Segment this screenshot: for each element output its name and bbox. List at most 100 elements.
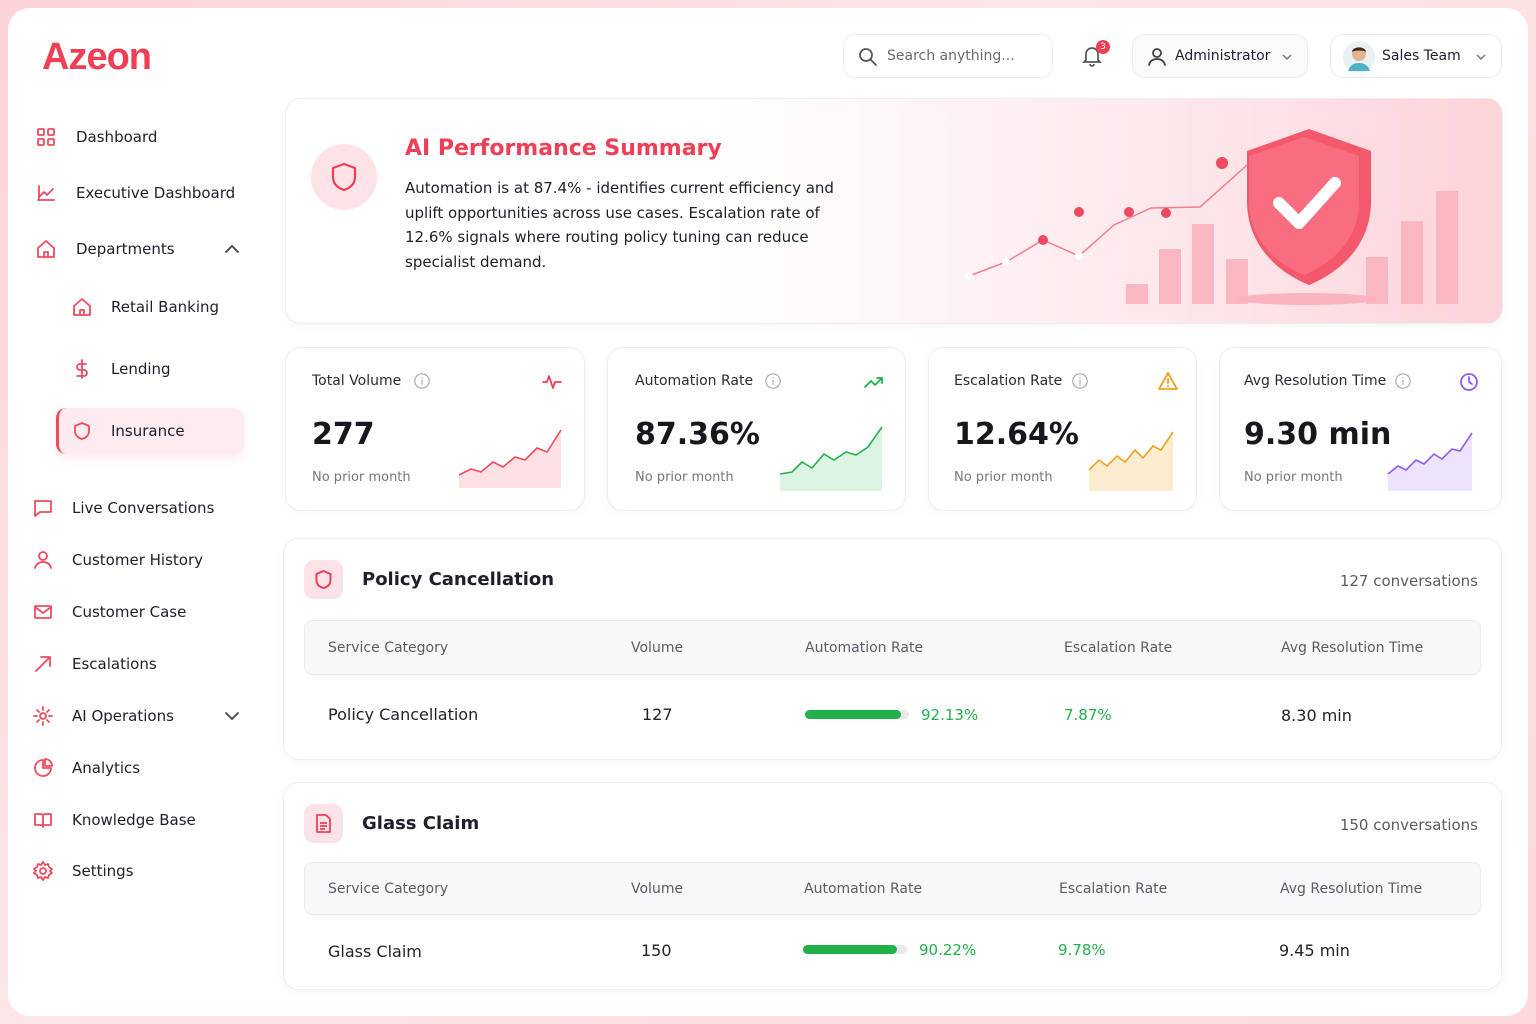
- sparkline: [1088, 431, 1174, 491]
- column-header: Avg Resolution Time: [1280, 881, 1423, 897]
- table-header: Service Category Volume Automation Rate …: [304, 862, 1481, 915]
- table-cell: 90.22%: [919, 941, 977, 959]
- kpi-value: 87.36%: [635, 417, 760, 452]
- sparkline: [1387, 432, 1473, 491]
- info-icon[interactable]: [413, 372, 431, 390]
- nav-label: Customer Case: [72, 603, 187, 621]
- category-section: Policy Cancellation 127 conversations Se…: [283, 538, 1502, 760]
- nav-label: AI Operations: [72, 707, 174, 725]
- collapse-chevron: [225, 245, 239, 253]
- nav-icon: [37, 240, 55, 258]
- conversation-count: 127 conversations: [1339, 572, 1478, 590]
- team-dropdown[interactable]: Sales Team: [1330, 34, 1502, 78]
- nav-label: Settings: [72, 862, 134, 880]
- column-header: Automation Rate: [804, 881, 923, 897]
- banner-text: Automation is at 87.4% - identifies curr…: [405, 179, 834, 272]
- role-dropdown[interactable]: Administrator: [1132, 34, 1308, 78]
- pulse-icon: [542, 375, 562, 389]
- nav-label: Analytics: [72, 759, 141, 777]
- section-icon: [304, 560, 343, 599]
- nav-icon: [35, 656, 51, 672]
- nav-label: Insurance: [111, 422, 185, 440]
- table-cell: 9.45 min: [1279, 941, 1350, 960]
- user-icon: [1148, 48, 1166, 66]
- progress-track: [803, 945, 907, 954]
- nav-label: Customer History: [72, 551, 203, 569]
- nav-label: Escalations: [72, 655, 157, 673]
- nav-icon: [76, 359, 88, 379]
- table-cell: 92.13%: [921, 706, 979, 724]
- nav-icon: [74, 422, 90, 440]
- table-cell: 127: [642, 705, 673, 724]
- kpi-note: No prior month: [954, 470, 1053, 485]
- kpi-label: Total Volume: [312, 373, 402, 389]
- nav-item[interactable]: Departments: [36, 235, 246, 263]
- column-header: Volume: [631, 640, 684, 656]
- nav-item[interactable]: AI Operations: [33, 702, 246, 730]
- kpi-note: No prior month: [312, 470, 411, 485]
- notification-bell[interactable]: [1080, 44, 1104, 68]
- active-nav-background: [56, 408, 244, 454]
- nav-label: Departments: [76, 240, 175, 258]
- summary-banner: AI Performance Summary Automation is at …: [285, 98, 1503, 324]
- search-box[interactable]: Search anything...: [843, 34, 1053, 78]
- column-header: Escalation Rate: [1064, 640, 1173, 656]
- nav-icon: [34, 500, 52, 517]
- category-section: Glass Claim 150 conversations Service Ca…: [283, 782, 1502, 990]
- nav-icon: [37, 185, 55, 201]
- column-header: Volume: [631, 881, 684, 897]
- info-icon[interactable]: [764, 372, 782, 390]
- nav-icon: [33, 706, 53, 726]
- team-label: Sales Team: [1382, 48, 1461, 64]
- role-label: Administrator: [1175, 48, 1271, 64]
- notification-badge: 3: [1096, 40, 1110, 54]
- nav-label: Knowledge Base: [72, 811, 196, 829]
- search-placeholder: Search anything...: [887, 48, 1015, 64]
- dropdown-chevron: [1282, 54, 1292, 61]
- clock-icon: [1460, 373, 1478, 391]
- nav-icon: [34, 758, 53, 777]
- nav-label: Live Conversations: [72, 499, 215, 517]
- table-cell: 8.30 min: [1281, 706, 1352, 725]
- kpi-card: Escalation Rate 12.64% No prior month: [928, 347, 1197, 511]
- kpi-value: 12.64%: [954, 417, 1079, 452]
- banner-icon: [311, 144, 377, 210]
- nav-icon: [34, 605, 52, 619]
- shield-icon: [315, 570, 332, 589]
- brand-logo[interactable]: Azeon: [42, 36, 152, 78]
- avatar: [1343, 41, 1375, 73]
- banner-illustration: [965, 129, 1458, 305]
- kpi-card: Avg Resolution Time 9.30 min No prior mo…: [1219, 347, 1502, 511]
- kpi-label: Avg Resolution Time: [1244, 373, 1387, 389]
- nav-label: Executive Dashboard: [76, 184, 236, 202]
- info-icon[interactable]: [1394, 372, 1412, 390]
- dropdown-chevron: [1476, 54, 1486, 61]
- info-icon[interactable]: [1071, 372, 1089, 390]
- column-header: Automation Rate: [805, 640, 924, 656]
- kpi-value: 277: [312, 417, 375, 452]
- kpi-value: 9.30 min: [1244, 417, 1392, 452]
- column-header: Avg Resolution Time: [1281, 640, 1424, 656]
- shield-icon: [331, 162, 357, 192]
- kpi-card: Automation Rate 87.36% No prior month: [607, 347, 906, 511]
- nav-icon: [34, 551, 52, 569]
- table-header: Service Category Volume Automation Rate …: [304, 620, 1481, 675]
- warning-icon: [1158, 372, 1178, 390]
- conversation-count: 150 conversations: [1339, 816, 1478, 834]
- kpi-note: No prior month: [635, 470, 734, 485]
- nav-label: Lending: [111, 360, 171, 378]
- table-cell: 9.78%: [1058, 941, 1106, 959]
- sparkline: [779, 426, 883, 491]
- progress-bar: [805, 710, 901, 719]
- sparkline: [458, 429, 562, 488]
- section-icon: [304, 804, 343, 843]
- table-cell: Policy Cancellation: [328, 705, 479, 724]
- column-header: Service Category: [328, 640, 449, 656]
- progress-track: [805, 710, 909, 719]
- nav-label: Retail Banking: [111, 298, 220, 316]
- column-header: Escalation Rate: [1059, 881, 1168, 897]
- table-cell: 7.87%: [1064, 706, 1112, 724]
- kpi-label: Automation Rate: [635, 373, 754, 389]
- progress-bar: [803, 945, 897, 954]
